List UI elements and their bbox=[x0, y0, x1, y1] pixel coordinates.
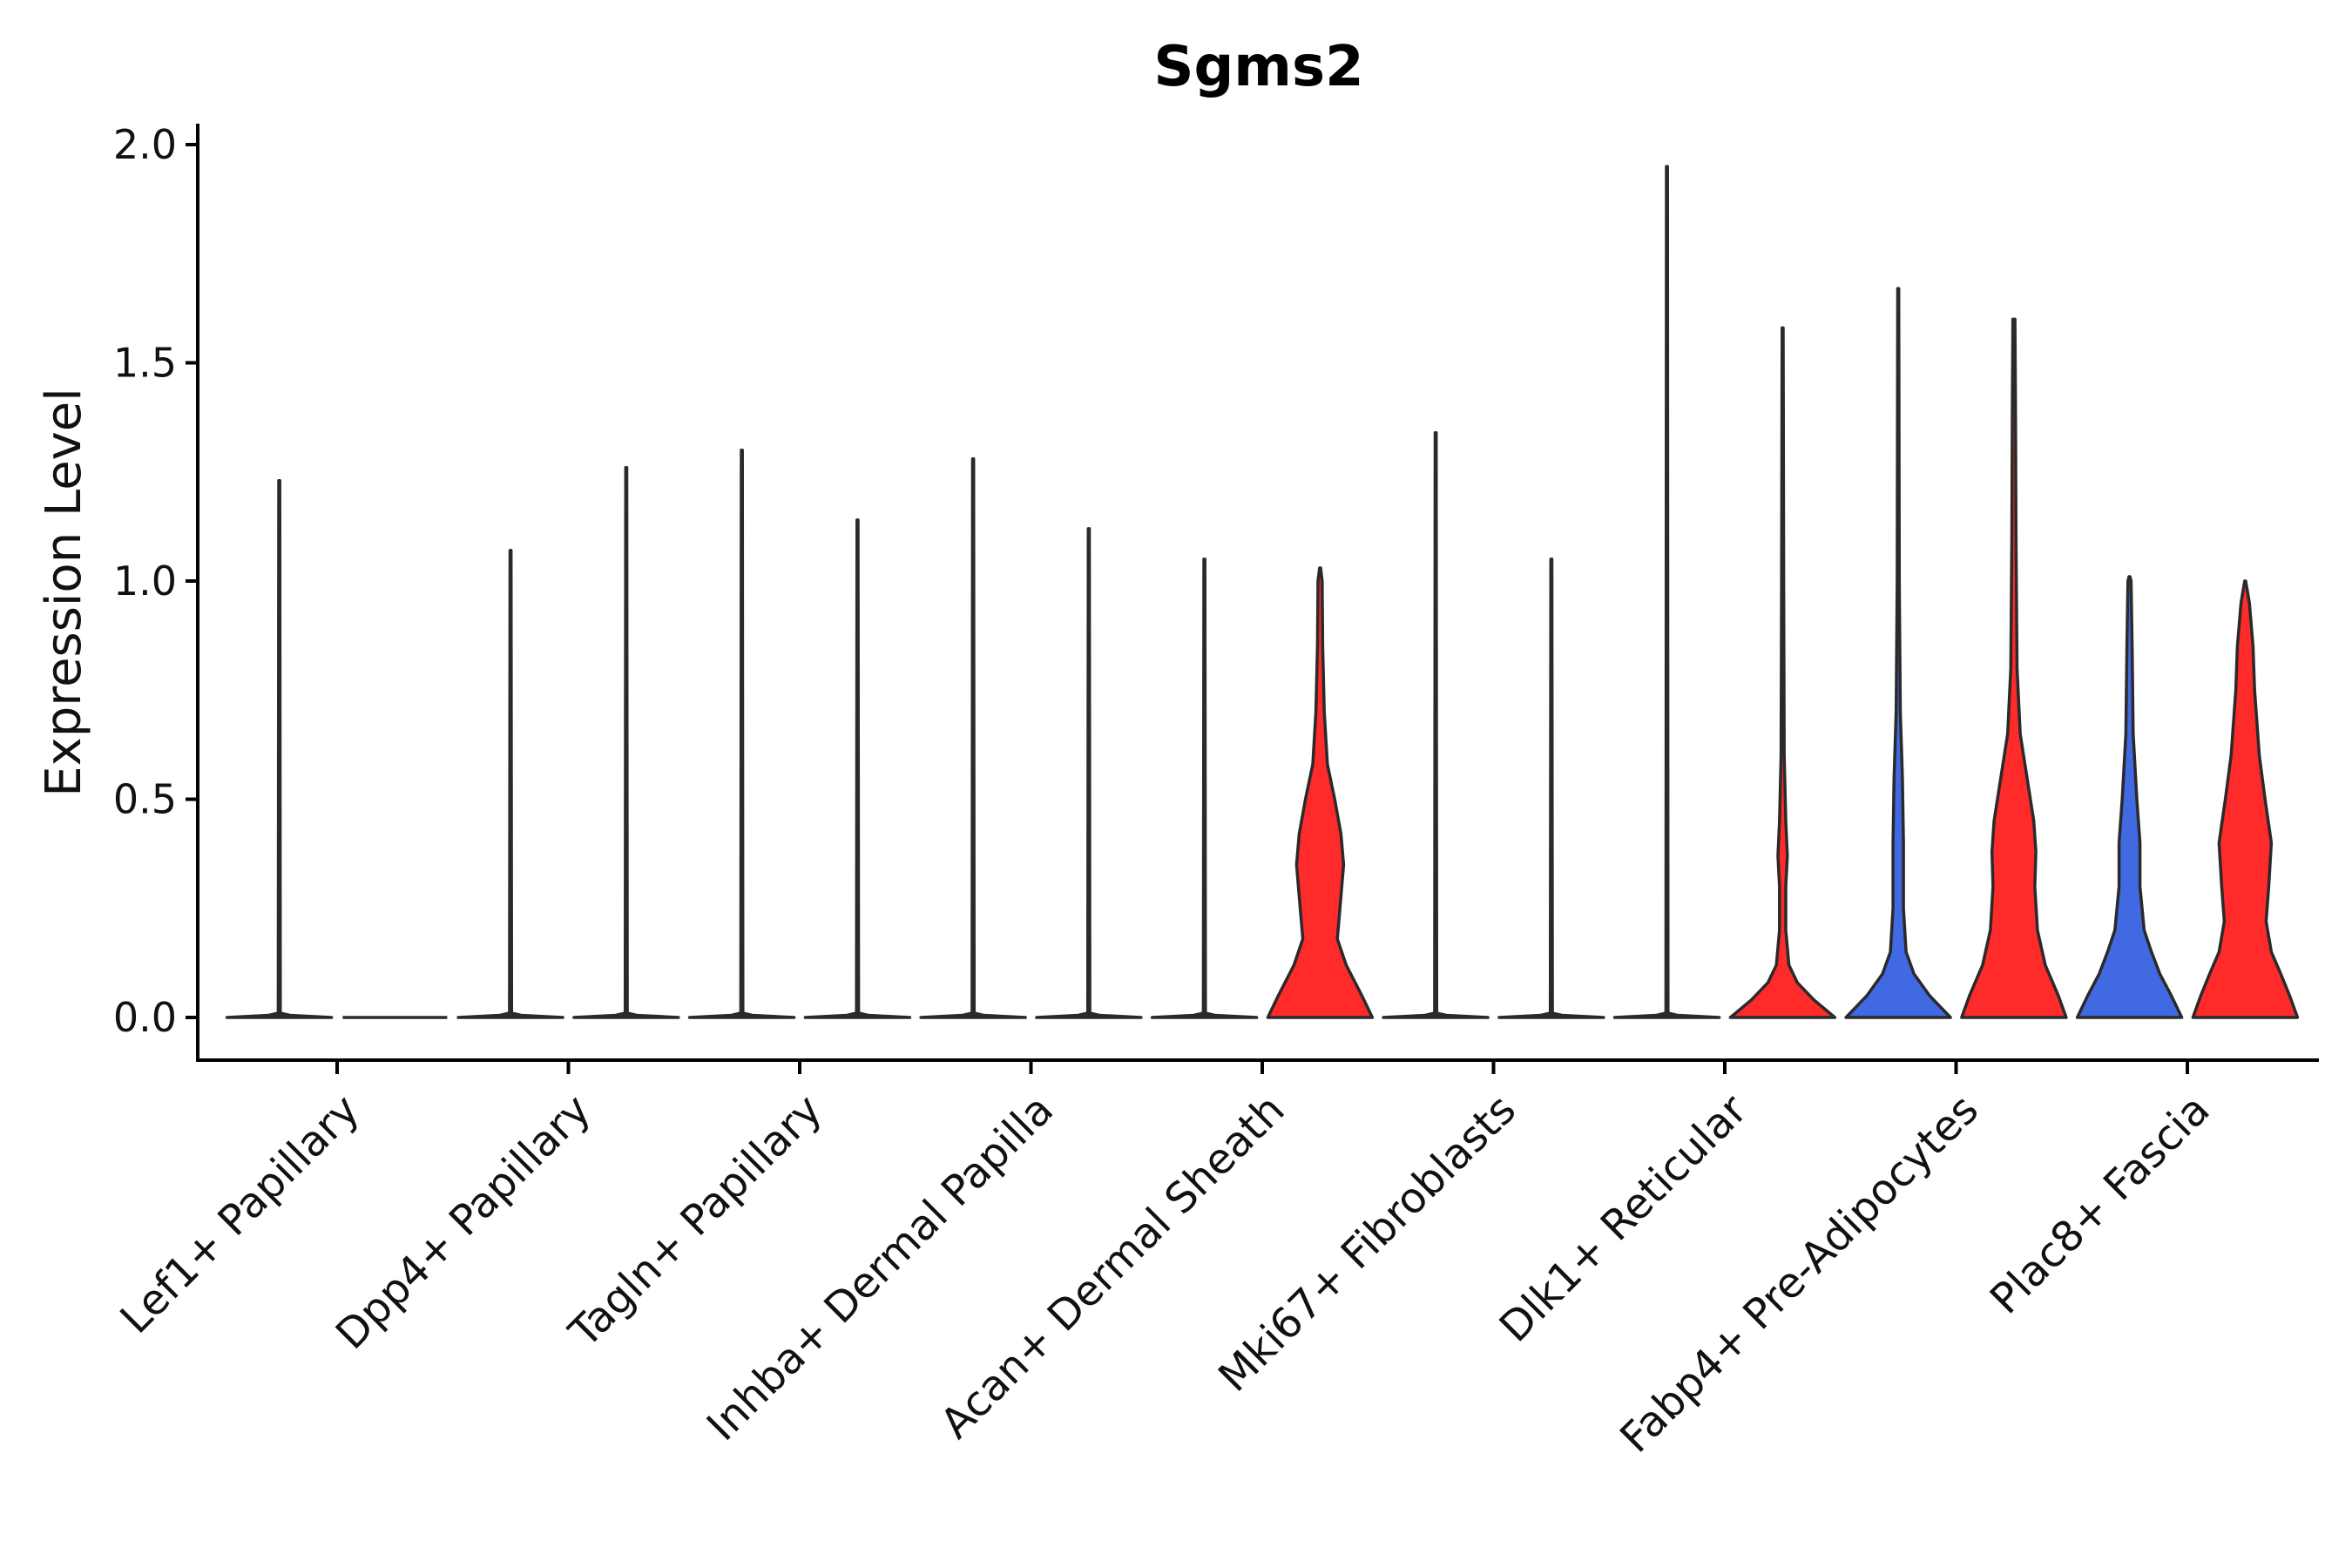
violin-tagln-papillary-red bbox=[803, 518, 912, 1019]
violin-dlk1-reticular-blue bbox=[1612, 165, 1721, 1019]
violin-dpp4-papillary-blue bbox=[456, 549, 564, 1019]
y-tick-label: 0.5 bbox=[113, 776, 177, 823]
x-tick-label: Tagln+ Papillary bbox=[559, 1085, 831, 1357]
violin-dpp4-papillary-red bbox=[572, 465, 680, 1019]
violin-tagln-papillary-blue bbox=[687, 448, 796, 1019]
chart-title: Sgms2 bbox=[1153, 35, 1363, 99]
violin-lef1-papillary-blue bbox=[225, 479, 334, 1019]
axes-group bbox=[196, 124, 2319, 1062]
x-tick-label: Plac8+ Fascia bbox=[1981, 1085, 2220, 1324]
y-axis-label: Expression Level bbox=[36, 388, 92, 797]
violin-mki67-fibroblasts-blue bbox=[1382, 430, 1490, 1019]
violin-acan-dermal-sheath-red bbox=[1266, 566, 1375, 1019]
violin-inhba-dermal-papilla-red bbox=[1035, 527, 1143, 1019]
x-tick-label: Dpp4+ Papillary bbox=[327, 1085, 600, 1359]
violin-plac8-fascia-blue bbox=[2075, 575, 2184, 1019]
violin-fabp4-pre-adipocytes-blue bbox=[1844, 287, 1952, 1019]
x-tick-label: Lef1+ Papillary bbox=[112, 1085, 369, 1343]
y-tick-label: 2.0 bbox=[113, 121, 177, 168]
violin-fabp4-pre-adipocytes-red bbox=[1960, 317, 2068, 1019]
y-tick-label: 1.5 bbox=[113, 340, 177, 387]
y-ticks-group: 0.0 0.5 1.0 1.5 2.0 bbox=[113, 121, 198, 1041]
violin-dlk1-reticular-red bbox=[1728, 326, 1837, 1019]
y-tick-label: 0.0 bbox=[113, 994, 177, 1041]
y-tick-label: 1.0 bbox=[113, 558, 177, 605]
violin-mki67-fibroblasts-red bbox=[1497, 558, 1605, 1019]
x-tick-label: Dlk1+ Reticular bbox=[1490, 1085, 1757, 1352]
violin-inhba-dermal-papilla-blue bbox=[919, 456, 1027, 1019]
violins-group bbox=[225, 165, 2300, 1019]
violin-acan-dermal-sheath-blue bbox=[1150, 558, 1259, 1019]
violin-plac8-fascia-red bbox=[2191, 579, 2300, 1019]
